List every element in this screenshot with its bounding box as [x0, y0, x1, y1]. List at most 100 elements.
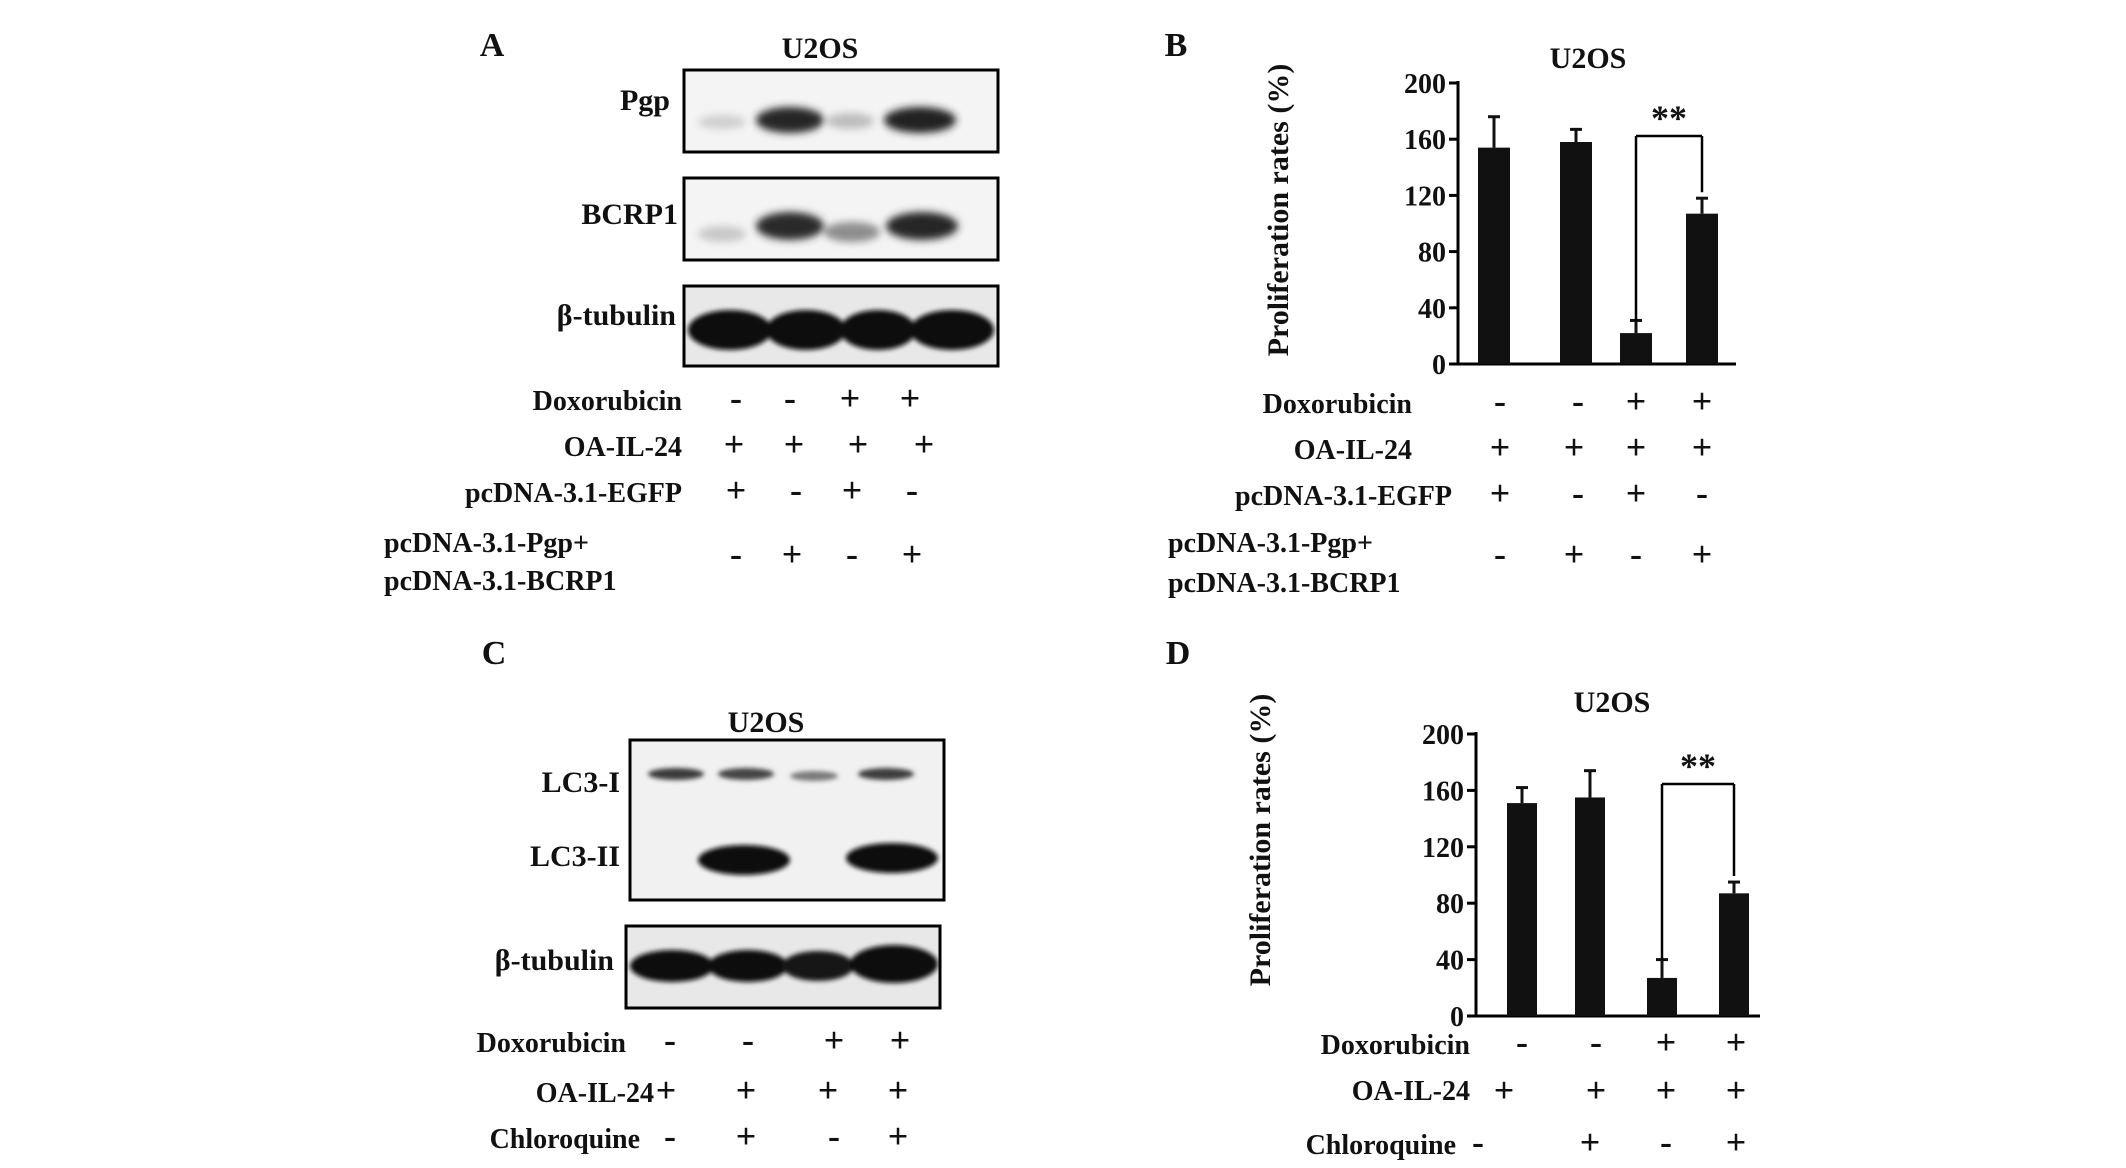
signs-pcdna-pgp-a: - + - + [730, 534, 922, 574]
sign-d-cq-3: - [1660, 1122, 1672, 1162]
sign-d-oa-4: + [1726, 1070, 1747, 1110]
sign-a-oa-3: + [848, 424, 869, 464]
sign-b-oa-3: + [1626, 427, 1647, 467]
panel-c-title: U2OS [728, 706, 805, 739]
panel-c-letter: C [482, 635, 507, 672]
chart-d-y-tick-label-5: 200 [1422, 720, 1464, 751]
signs-pcdna-pgp-b: - + - + [1494, 534, 1712, 574]
sign-a-dox-3: + [840, 378, 861, 418]
sign-a-egfp-2: - [790, 470, 802, 510]
row-pcdna-pgp-b-line1: pcDNA-3.1-Pgp+ [1168, 528, 1373, 559]
sign-c-cq-4: + [888, 1116, 909, 1156]
chart-b-y-tick-label-0: 0 [1432, 350, 1446, 381]
sign-d-dox-2: - [1590, 1022, 1602, 1062]
chart-d-title: U2OS [1574, 686, 1651, 719]
row-oa-il-24-d: OA-IL-24 [1352, 1076, 1470, 1107]
sign-c-dox-4: + [890, 1020, 911, 1060]
sign-b-oa-4: + [1692, 427, 1713, 467]
signs-chloroquine-d: - + - + [1472, 1122, 1746, 1162]
blot-label-b-tubulin-a: β-tubulin [557, 299, 677, 332]
sign-b-dox-4: + [1692, 381, 1713, 421]
sign-a-dox-2: - [784, 378, 796, 418]
chart-d-bar-4 [1719, 893, 1749, 1016]
chart-b-bar-1 [1478, 147, 1510, 364]
sign-d-cq-1: - [1472, 1122, 1484, 1162]
sign-b-egfp-3: + [1626, 473, 1647, 513]
row-oa-il-24-b: OA-IL-24 [1294, 435, 1412, 466]
row-pcdna-pgp-a-line1: pcDNA-3.1-Pgp+ [384, 528, 589, 559]
chart-b-y-tick-label-5: 200 [1404, 69, 1446, 100]
row-pcdna-pgp-a-line2: pcDNA-3.1-BCRP1 [384, 566, 617, 597]
sign-a-oa-2: + [784, 424, 805, 464]
sign-d-dox-1: - [1516, 1022, 1528, 1062]
sign-a-dox-1: - [730, 378, 742, 418]
signs-oa-il-24-d: + + + + [1494, 1070, 1747, 1110]
panel-a-title: U2OS [782, 32, 859, 65]
sign-a-pgp-4: + [902, 534, 923, 574]
chart-b-bar-2 [1560, 142, 1592, 364]
chart-d-y-tick-label-2: 80 [1436, 889, 1464, 920]
sign-a-oa-4: + [914, 424, 935, 464]
chart-b-y-axis-label: Proliferation rates (%) [1262, 64, 1295, 357]
row-doxorubicin-d: Doxorubicin [1321, 1030, 1471, 1061]
signs-doxorubicin-b: - - + + [1494, 381, 1712, 421]
sign-d-oa-3: + [1656, 1070, 1677, 1110]
sign-d-dox-4: + [1726, 1022, 1747, 1062]
chart-d-plot-area: 0 40 80 120 160 200 ** [1422, 720, 1760, 1033]
row-doxorubicin-b: Doxorubicin [1263, 389, 1413, 420]
sign-a-egfp-1: + [726, 470, 747, 510]
chart-d-y-tick-label-4: 160 [1422, 776, 1464, 807]
chart-b-significance-label: ** [1651, 98, 1687, 138]
blot-label-pgp: Pgp [620, 84, 670, 117]
row-doxorubicin-a: Doxorubicin [533, 386, 683, 417]
blot-label-b-tubulin-c: β-tubulin [495, 944, 615, 977]
blot-bcrp1 [682, 176, 1000, 262]
sign-c-oa-2: + [736, 1070, 757, 1110]
sign-d-dox-3: + [1656, 1022, 1677, 1062]
panel-b-letter: B [1165, 27, 1188, 64]
sign-b-dox-2: - [1572, 381, 1584, 421]
row-oa-il-24-c: OA-IL-24 [536, 1078, 654, 1109]
sign-c-oa-4: + [888, 1070, 909, 1110]
sign-b-oa-2: + [1564, 427, 1585, 467]
blot-b-tubulin-c [624, 924, 942, 1010]
panel-d-letter: D [1166, 635, 1191, 672]
chart-b-plot-area: 0 40 80 120 160 200 ** [1404, 69, 1736, 381]
sign-d-cq-2: + [1580, 1122, 1601, 1162]
row-pcdna-egfp-b: pcDNA-3.1-EGFP [1235, 481, 1452, 512]
blot-label-bcrp1: BCRP1 [581, 198, 678, 231]
sign-b-oa-1: + [1490, 427, 1511, 467]
signs-oa-il-24-a: + + + + [724, 424, 935, 464]
chart-d-bar-1 [1507, 803, 1537, 1016]
signs-doxorubicin-d: - - + + [1516, 1022, 1746, 1062]
sign-c-cq-2: + [736, 1116, 757, 1156]
signs-oa-il-24-b: + + + + [1490, 427, 1713, 467]
chart-d-bar-2 [1575, 797, 1605, 1016]
row-pcdna-egfp-a: pcDNA-3.1-EGFP [465, 478, 682, 509]
sign-b-pgp-3: - [1630, 534, 1642, 574]
sign-c-dox-2: - [742, 1020, 754, 1060]
sign-d-oa-2: + [1586, 1070, 1607, 1110]
signs-pcdna-egfp-b: + - + - [1490, 473, 1708, 513]
sign-b-dox-3: + [1626, 381, 1647, 421]
sign-b-egfp-1: + [1490, 473, 1511, 513]
chart-b-y-tick-label-4: 160 [1404, 125, 1446, 156]
sign-a-pgp-2: + [782, 534, 803, 574]
row-chloroquine-c: Chloroquine [490, 1124, 640, 1155]
sign-c-oa-3: + [818, 1070, 839, 1110]
chart-b-y-tick-label-1: 40 [1418, 294, 1446, 325]
row-pcdna-pgp-b-line2: pcDNA-3.1-BCRP1 [1168, 568, 1401, 599]
signs-oa-il-24-c: + + + + [656, 1070, 909, 1110]
sign-a-dox-4: + [900, 378, 921, 418]
panel-d-bar-chart: D U2OS Proliferation rates (%) 0 40 80 120 1… [1166, 635, 1760, 1162]
sign-b-egfp-4: - [1696, 473, 1708, 513]
row-chloroquine-d: Chloroquine [1306, 1130, 1456, 1161]
chart-d-y-tick-label-3: 120 [1422, 833, 1464, 864]
sign-d-oa-1: + [1494, 1070, 1515, 1110]
panel-a-western-blot: A U2OS Pgp BCRP1 β-tubulin [384, 27, 1000, 597]
panel-b-bar-chart: B U2OS Proliferation rates (%) 0 40 80 120 1… [1165, 27, 1736, 599]
blot-pgp [682, 68, 1000, 154]
chart-d-y-axis-label: Proliferation rates (%) [1244, 694, 1277, 987]
chart-d-y-tick-label-1: 40 [1436, 946, 1464, 977]
sign-b-pgp-1: - [1494, 534, 1506, 574]
